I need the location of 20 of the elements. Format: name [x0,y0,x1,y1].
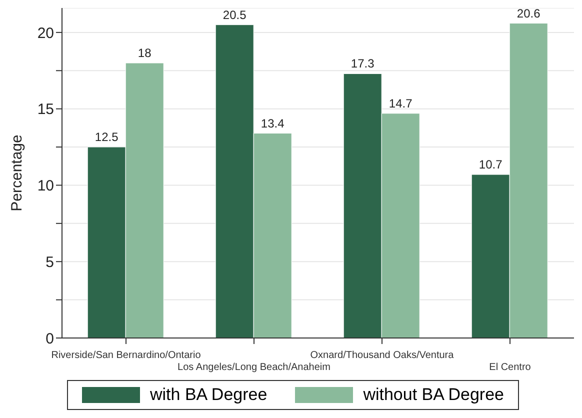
data-label: 12.5 [94,130,119,144]
y-tick-label: 0 [46,330,54,348]
x-tick-label: El Centro [489,362,532,373]
data-label: 18 [138,46,152,60]
data-label: 17.3 [350,56,375,71]
data-label: 20.6 [516,6,541,20]
data-label: 20.5 [222,8,247,22]
x-tick-label: Oxnard/Thousand Oaks/Ventura [310,350,454,361]
x-tick-label: Riverside/San Bernardino/Ontario [51,350,202,361]
y-axis-title: Percentage [8,134,26,212]
y-tick-label: 20 [37,24,54,42]
data-label: 13.4 [260,116,285,130]
y-tick-label: 15 [37,101,54,118]
y-tick-label: 10 [37,178,54,195]
data-label: 10.7 [478,158,503,172]
legend-label: without BA Degree [362,385,504,405]
y-tick-label: 5 [46,254,54,271]
data-label: 14.7 [388,96,413,110]
x-tick-label: Los Angeles/Long Beach/Anaheim [178,362,330,373]
legend-label: with BA Degree [149,385,268,405]
